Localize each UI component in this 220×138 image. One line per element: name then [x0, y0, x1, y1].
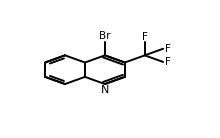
- Text: F: F: [165, 44, 171, 54]
- Text: F: F: [165, 57, 171, 67]
- Text: Br: Br: [99, 31, 111, 41]
- Text: F: F: [142, 31, 148, 42]
- Text: N: N: [101, 85, 109, 95]
